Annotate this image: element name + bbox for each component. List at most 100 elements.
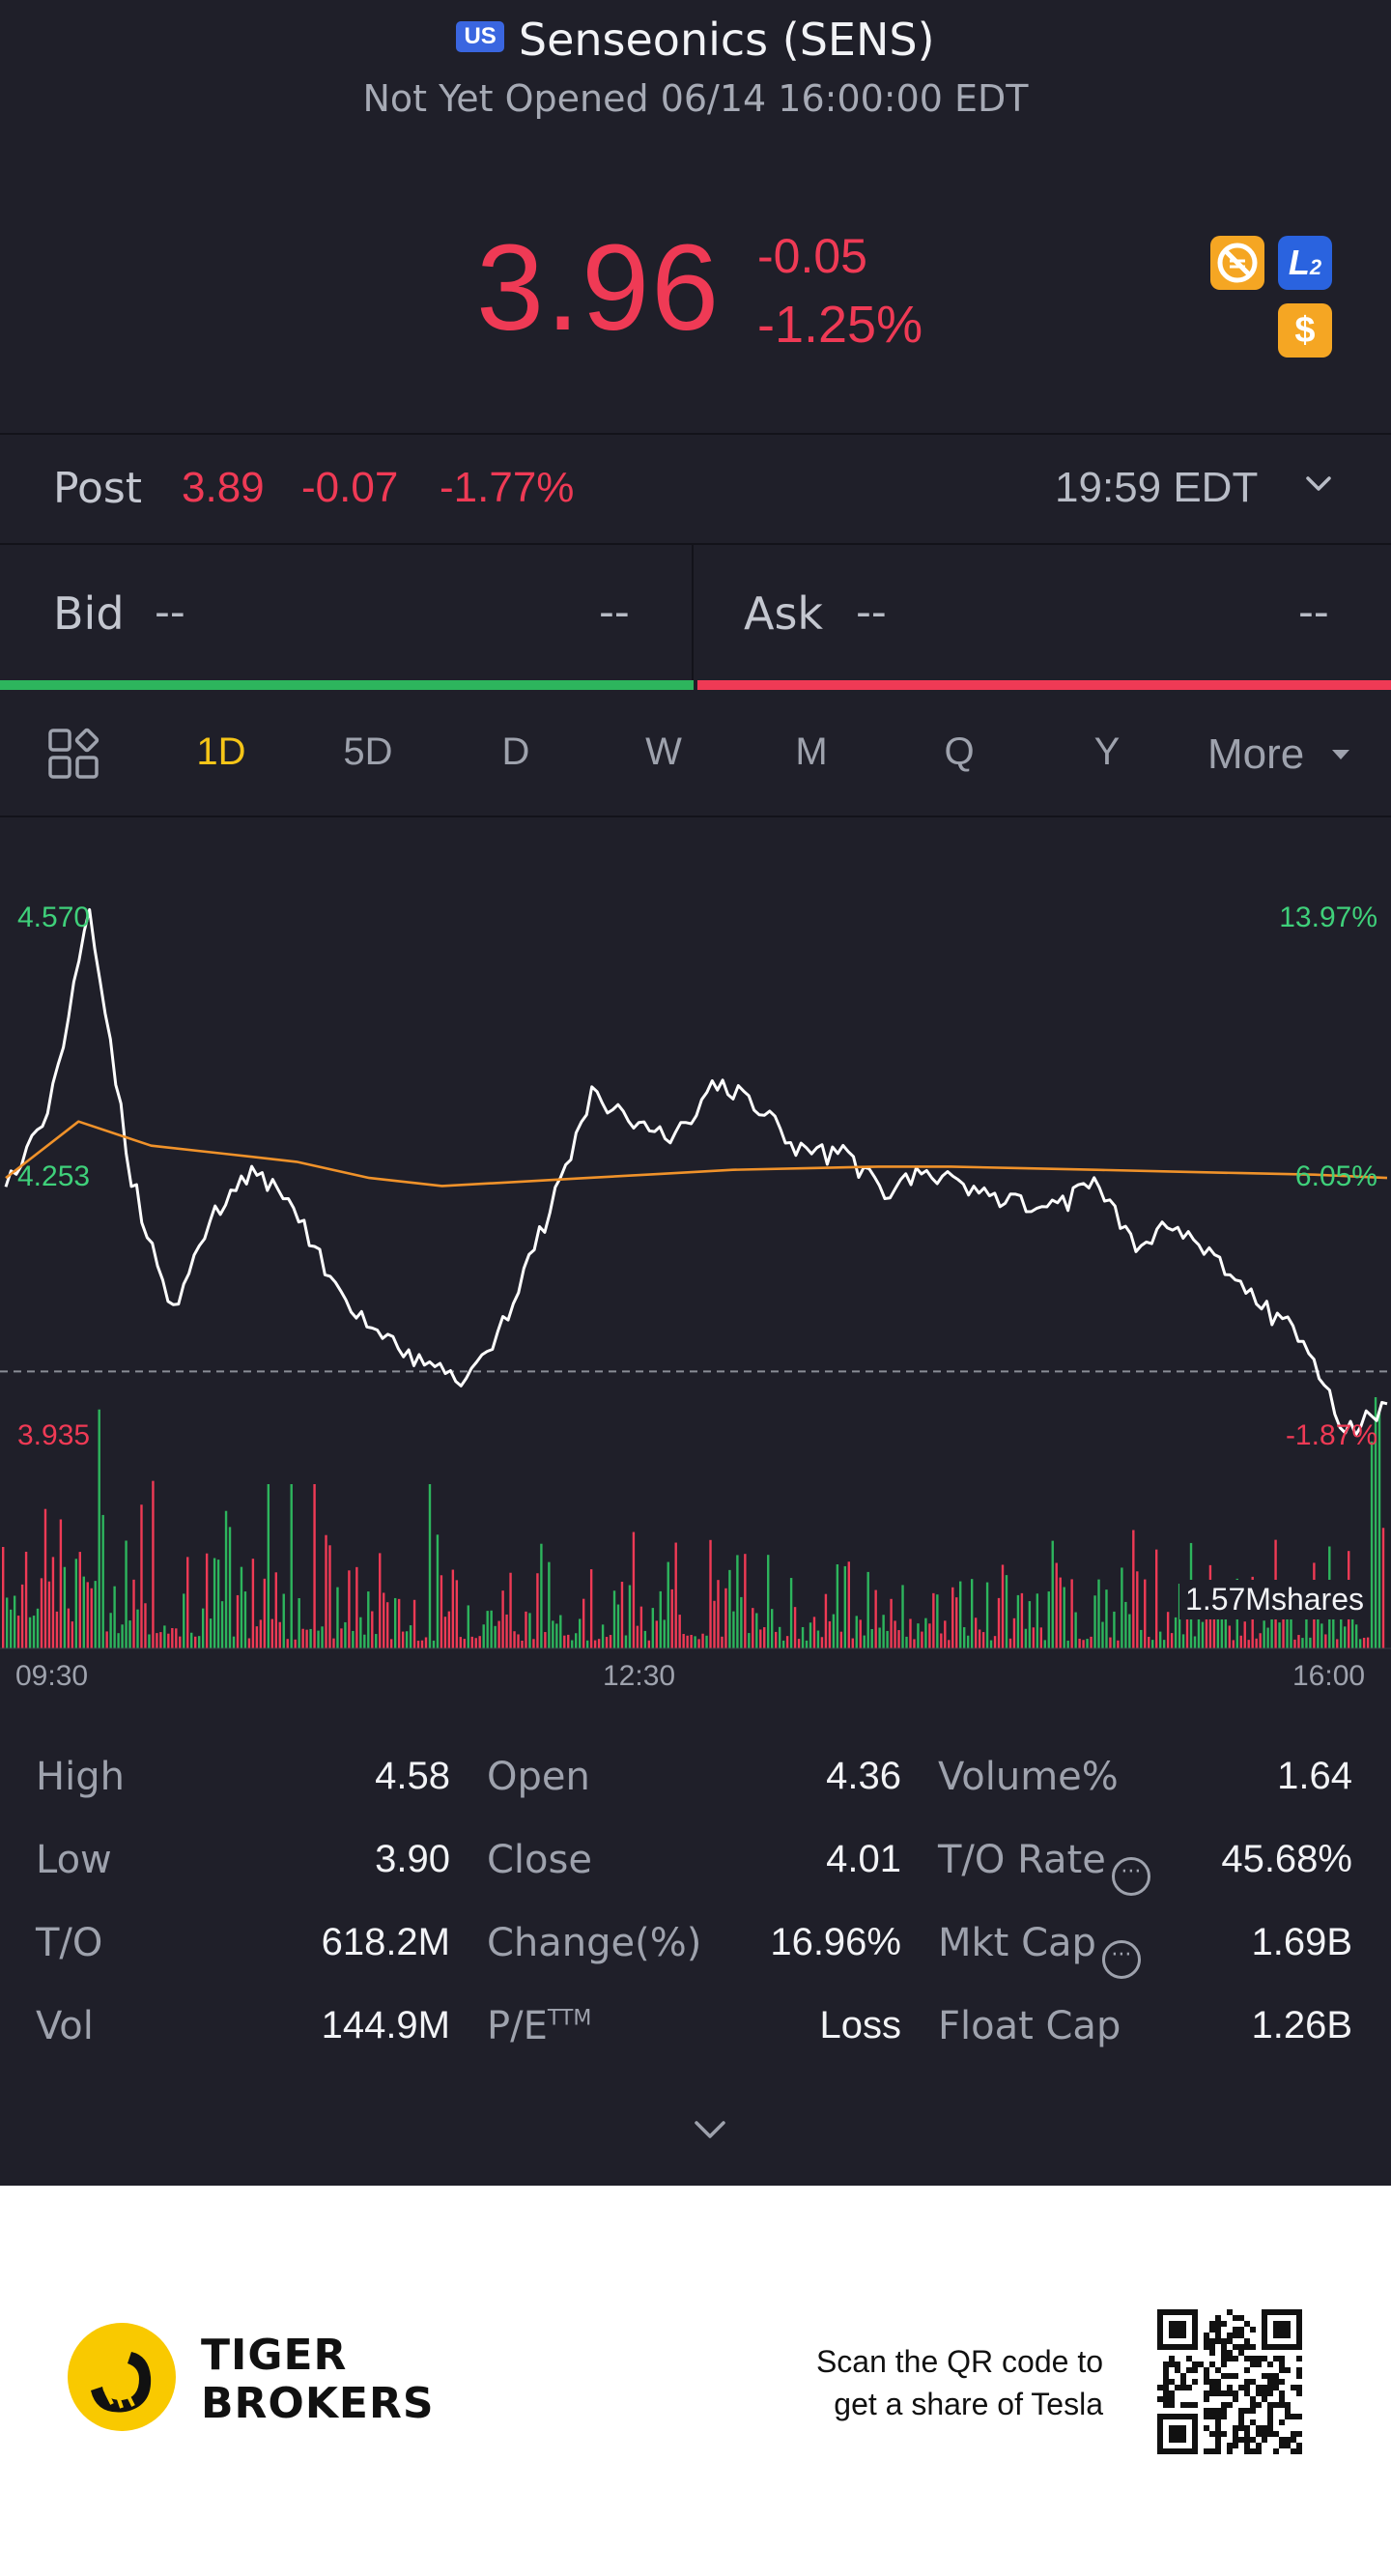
volume-bar — [1086, 1639, 1089, 1648]
no-short-icon[interactable] — [1210, 236, 1264, 290]
volume-bar — [1239, 1635, 1242, 1648]
qr-module — [1238, 2327, 1244, 2333]
volume-bar — [701, 1633, 704, 1648]
volume-bar — [1243, 1621, 1246, 1648]
qr-module — [1209, 2448, 1215, 2454]
volume-bar — [740, 1596, 743, 1648]
volume-bar — [636, 1625, 639, 1648]
qr-module — [1204, 2408, 1209, 2414]
volume-bar — [917, 1623, 920, 1648]
volume-bar — [171, 1627, 174, 1648]
qr-module — [1204, 2373, 1209, 2379]
tab-year[interactable]: Y — [1093, 730, 1121, 773]
more-info-icon[interactable]: ··· — [1101, 1940, 1141, 1979]
volume-bar — [709, 1539, 712, 1648]
bid-volume-bar — [0, 680, 694, 690]
tab-week[interactable]: W — [645, 730, 682, 773]
volume-bar — [1170, 1633, 1174, 1648]
stat-label-volume-pct: Volume% — [938, 1755, 1119, 1799]
qr-module — [1157, 2385, 1163, 2390]
volume-bar — [63, 1566, 67, 1648]
post-change-pct: -1.77% — [440, 464, 575, 511]
qr-module — [1227, 2385, 1233, 2390]
volume-bar — [86, 1582, 89, 1648]
qr-module — [1163, 2385, 1169, 2390]
volume-bar — [1255, 1638, 1258, 1648]
qr-module — [1209, 2414, 1215, 2419]
qr-module — [1204, 2344, 1209, 2350]
indicators-grid-icon[interactable] — [46, 727, 100, 781]
volume-bar — [886, 1630, 889, 1648]
qr-module — [1227, 2402, 1233, 2408]
volume-bar — [383, 1592, 385, 1648]
volume-bar — [1336, 1639, 1339, 1648]
brand-line-2: BROKERS — [201, 2379, 435, 2428]
qr-module — [1244, 2431, 1250, 2437]
volume-bar — [132, 1579, 135, 1648]
stat-label-volume: Vol — [36, 2004, 94, 2048]
scan-text-1: Scan the QR code to — [815, 2344, 1103, 2379]
qr-module — [1175, 2361, 1180, 2367]
more-info-icon[interactable]: ··· — [1111, 1857, 1150, 1896]
post-market-row[interactable]: Post 3.89 -0.07 -1.77% 19:59 EDT — [0, 435, 1391, 543]
stock-name[interactable]: Senseonics (SENS) — [518, 14, 935, 66]
volume-bar — [1350, 1605, 1354, 1648]
qr-module — [1244, 2338, 1250, 2344]
caret-down-icon — [1332, 750, 1350, 759]
volume-bar — [47, 1581, 51, 1648]
volume-bar — [197, 1636, 201, 1648]
volume-bar — [532, 1639, 535, 1648]
qr-module — [1267, 2425, 1273, 2431]
volume-bar — [525, 1611, 527, 1648]
qr-module — [1267, 2373, 1273, 2379]
qr-module — [1186, 2356, 1192, 2361]
volume-bar — [632, 1531, 636, 1648]
volume-bar — [540, 1543, 543, 1648]
qr-module — [1157, 2396, 1163, 2402]
level2-icon[interactable]: L2 — [1278, 236, 1332, 290]
volume-bar — [20, 1584, 24, 1648]
volume-bar — [2, 1546, 5, 1648]
volume-bar — [563, 1635, 566, 1648]
intraday-chart[interactable] — [0, 817, 1391, 1716]
tab-quarter[interactable]: Q — [944, 730, 975, 773]
dollar-icon[interactable]: $ — [1278, 303, 1332, 358]
y-label-mid: 4.253 — [17, 1160, 91, 1192]
qr-module — [1209, 2431, 1215, 2437]
volume-bar — [1059, 1577, 1062, 1648]
ask-price: -- — [856, 587, 887, 637]
qr-module — [1279, 2437, 1285, 2443]
volume-bar — [605, 1637, 609, 1648]
tab-month[interactable]: M — [795, 730, 828, 773]
volume-bar — [1228, 1625, 1232, 1648]
qr-module — [1215, 2437, 1221, 2443]
volume-bar — [928, 1623, 931, 1648]
qr-module — [1233, 2327, 1238, 2333]
bid-ask-divider — [692, 545, 694, 680]
volume-bar — [194, 1636, 197, 1648]
volume-bar — [1293, 1639, 1296, 1648]
volume-bar — [1301, 1638, 1304, 1648]
bid-ask-row: Bid -- -- Ask -- -- — [0, 545, 1391, 680]
volume-bar — [575, 1633, 578, 1648]
qr-module — [1262, 2437, 1267, 2443]
qr-module — [1215, 2379, 1221, 2385]
expand-chevron-icon[interactable] — [693, 2118, 727, 2141]
tab-1d[interactable]: 1D — [196, 730, 246, 773]
volume-bar — [1362, 1637, 1366, 1648]
volume-bar — [332, 1638, 335, 1648]
volume-bar — [981, 1632, 985, 1648]
qr-module — [1221, 2414, 1227, 2419]
qr-module — [1204, 2367, 1209, 2373]
mkt-cap-text: Mkt Cap — [938, 1921, 1096, 1965]
volume-bar — [209, 1618, 213, 1648]
stat-value-low: 3.90 — [375, 1838, 450, 1880]
chevron-down-icon[interactable] — [1302, 468, 1335, 501]
tab-day[interactable]: D — [501, 730, 530, 773]
qr-module — [1169, 2379, 1175, 2385]
tab-more[interactable]: More — [1207, 730, 1352, 779]
pct-label-mid: 6.05% — [1294, 1160, 1377, 1192]
level2-sub: 2 — [1309, 255, 1322, 279]
volume-bar — [470, 1636, 473, 1648]
tab-5d[interactable]: 5D — [343, 730, 393, 773]
